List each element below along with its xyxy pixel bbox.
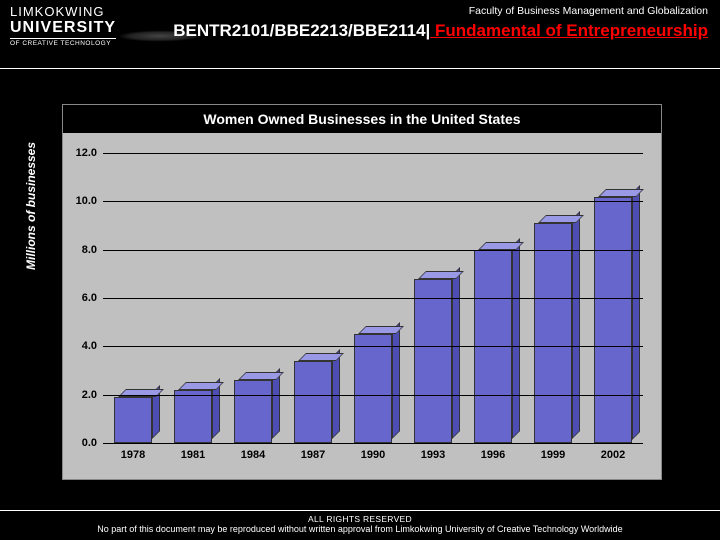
grid-line [103, 250, 643, 251]
x-axis-labels: 1978 1981 1984 1987 1990 1993 1996 1999 2002 [103, 449, 643, 461]
y-tick-label: 10.0 [67, 195, 97, 207]
chart-plot-area: 0.02.04.06.08.010.012.0 [103, 153, 643, 443]
chart-bar [414, 279, 452, 443]
bar-top [118, 389, 164, 397]
grid-line [103, 298, 643, 299]
logo-brand: LIMKOKWING [10, 5, 116, 19]
y-tick-label: 2.0 [67, 389, 97, 401]
bar-front [234, 380, 272, 443]
bar-front [594, 197, 632, 444]
logo: LIMKOKWING UNIVERSITY OF CREATIVE TECHNO… [10, 5, 116, 47]
bar-side [452, 267, 460, 439]
header-divider [0, 68, 720, 69]
footer-nopart: No part of this document may be reproduc… [0, 524, 720, 534]
y-tick-label: 4.0 [67, 340, 97, 352]
y-tick-label: 12.0 [67, 147, 97, 159]
x-tick-label: 1981 [174, 449, 212, 461]
x-tick-label: 1978 [114, 449, 152, 461]
x-tick-label: 2002 [594, 449, 632, 461]
x-tick-label: 1987 [294, 449, 332, 461]
bar-top [178, 382, 224, 390]
bar-side [572, 211, 580, 439]
header: LIMKOKWING UNIVERSITY OF CREATIVE TECHNO… [0, 0, 720, 70]
chart-bar [534, 223, 572, 443]
y-axis-title: Millions of businesses [24, 142, 38, 270]
bar-top [538, 215, 584, 223]
bar-top [478, 242, 524, 250]
chart-bar [114, 397, 152, 443]
grid-line [103, 443, 643, 444]
bar-front [354, 334, 392, 443]
bar-front [414, 279, 452, 443]
chart-bar [594, 197, 632, 444]
grid-line [103, 153, 643, 154]
chart-bar [174, 390, 212, 443]
footer: ALL RIGHTS RESERVED No part of this docu… [0, 510, 720, 540]
x-tick-label: 1996 [474, 449, 512, 461]
chart-bar [234, 380, 272, 443]
grid-line [103, 201, 643, 202]
chart-title: Women Owned Businesses in the United Sta… [63, 105, 661, 133]
y-tick-label: 0.0 [67, 437, 97, 449]
bar-side [512, 238, 520, 439]
bar-side [392, 322, 400, 439]
footer-divider [0, 510, 720, 511]
bar-top [298, 353, 344, 361]
x-tick-label: 1990 [354, 449, 392, 461]
y-tick-label: 8.0 [67, 244, 97, 256]
chart-container: Women Owned Businesses in the United Sta… [62, 104, 662, 480]
course-title: BENTR2101/BBE2213/BBE2114| Fundamental o… [173, 21, 708, 41]
chart-bar [354, 334, 392, 443]
chart-bar [294, 361, 332, 443]
x-tick-label: 1999 [534, 449, 572, 461]
grid-line [103, 395, 643, 396]
x-tick-label: 1984 [234, 449, 272, 461]
grid-line [103, 346, 643, 347]
bar-front [174, 390, 212, 443]
course-subject: Fundamental of Entrepreneurship [430, 21, 708, 40]
faculty-label: Faculty of Business Management and Globa… [173, 5, 708, 17]
footer-rights: ALL RIGHTS RESERVED [0, 514, 720, 524]
bar-side [632, 185, 640, 440]
bar-front [114, 397, 152, 443]
bar-front [294, 361, 332, 443]
bar-front [534, 223, 572, 443]
x-tick-label: 1993 [414, 449, 452, 461]
course-code: BENTR2101/BBE2213/BBE2114| [173, 21, 430, 40]
logo-tagline: OF CREATIVE TECHNOLOGY [10, 38, 116, 47]
logo-univ: UNIVERSITY [10, 19, 116, 37]
y-tick-label: 6.0 [67, 292, 97, 304]
header-right: Faculty of Business Management and Globa… [173, 5, 708, 41]
bar-top [598, 189, 644, 197]
bar-top [418, 271, 464, 279]
